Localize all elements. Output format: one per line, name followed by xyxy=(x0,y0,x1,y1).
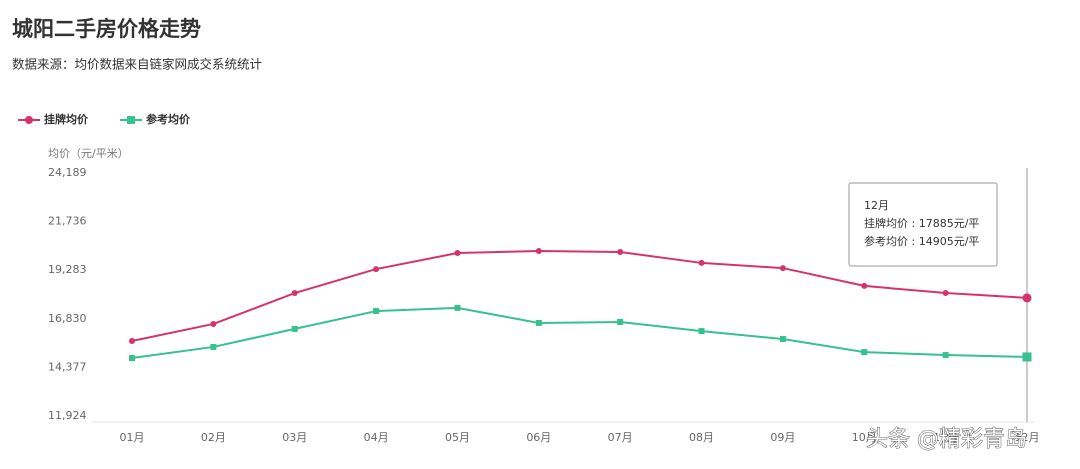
watermark: 头条 @精彩青岛 xyxy=(866,427,1027,452)
series-line xyxy=(131,250,1028,342)
tooltip-line: 挂牌均价 : 17885元/平 xyxy=(864,216,979,230)
marker xyxy=(617,318,624,325)
y-tick-label: 24,189 xyxy=(48,166,87,179)
x-tick-label: 01月 xyxy=(120,431,145,444)
x-tick-label: 07月 xyxy=(608,431,633,444)
marker xyxy=(698,259,705,266)
series-line xyxy=(131,306,1028,360)
marker xyxy=(617,249,624,256)
marker xyxy=(454,304,461,311)
marker xyxy=(291,325,298,332)
marker xyxy=(373,266,380,273)
marker xyxy=(698,328,705,335)
chart-subtitle: 数据来源：均价数据来自链家网成交系统统计 xyxy=(12,57,262,72)
marker xyxy=(779,336,786,343)
x-tick-label: 11月 xyxy=(933,431,958,444)
marker xyxy=(779,265,786,272)
y-tick-label: 11,924 xyxy=(48,409,87,422)
legend-label: 参考均价 xyxy=(146,112,191,126)
y-tick-label: 19,283 xyxy=(48,263,87,276)
marker xyxy=(1022,352,1032,362)
marker xyxy=(535,248,542,255)
chart-title: 城阳二手房价格走势 xyxy=(12,17,201,41)
marker xyxy=(535,319,542,326)
marker xyxy=(942,290,949,297)
x-tick-label: 09月 xyxy=(770,431,795,444)
marker xyxy=(942,352,949,359)
x-tick-label: 04月 xyxy=(364,431,389,444)
x-tick-label: 08月 xyxy=(689,431,714,444)
marker xyxy=(861,349,868,356)
y-axis-title: 均价（元/平米） xyxy=(48,147,129,160)
marker xyxy=(373,308,380,315)
marker xyxy=(210,343,217,350)
tooltip-title: 12月 xyxy=(864,199,889,212)
x-tick-label: 05月 xyxy=(445,431,470,444)
legend-label: 挂牌均价 xyxy=(44,112,89,126)
tooltip-line: 参考均价 : 14905元/平 xyxy=(864,234,979,248)
marker xyxy=(291,290,298,297)
y-tick-label: 16,830 xyxy=(48,312,87,325)
marker xyxy=(129,355,135,362)
marker xyxy=(454,250,461,257)
x-tick-label: 03月 xyxy=(282,431,307,444)
y-tick-label: 14,377 xyxy=(48,360,87,373)
marker xyxy=(861,282,868,289)
y-tick-label: 21,736 xyxy=(48,215,87,228)
x-tick-label: 06月 xyxy=(526,431,551,444)
legend-marker xyxy=(127,116,135,124)
x-tick-label: 12月 xyxy=(1015,431,1040,444)
marker xyxy=(129,337,135,344)
tooltip-box xyxy=(848,182,998,267)
x-tick-label: 10月 xyxy=(852,431,877,444)
marker xyxy=(210,320,217,327)
x-tick-label: 02月 xyxy=(201,431,226,444)
marker xyxy=(1022,293,1032,303)
legend-marker xyxy=(25,116,33,124)
